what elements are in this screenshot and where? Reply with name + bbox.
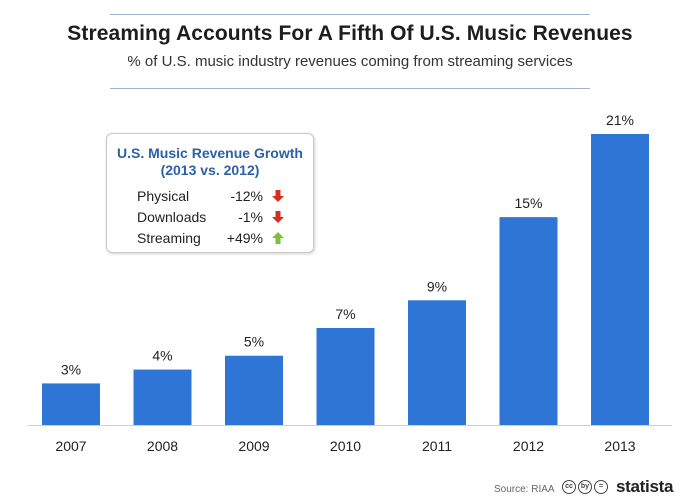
bar-2008 bbox=[133, 369, 192, 425]
chart-title: Streaming Accounts For A Fifth Of U.S. M… bbox=[67, 22, 633, 45]
header-rule bbox=[110, 88, 590, 89]
data-label-2009: 5% bbox=[244, 334, 264, 350]
infobox-row-label: Streaming bbox=[137, 230, 201, 246]
x-tick-label-2007: 2007 bbox=[55, 438, 86, 454]
x-tick-label-2010: 2010 bbox=[330, 438, 361, 454]
license-icons[interactable]: cc by = bbox=[562, 480, 608, 494]
bar-2013 bbox=[591, 134, 649, 425]
x-tick-label-2012: 2012 bbox=[513, 438, 544, 454]
statista-logo[interactable]: statista bbox=[616, 477, 674, 496]
bar-2011 bbox=[408, 300, 466, 425]
data-label-2010: 7% bbox=[335, 306, 355, 322]
infobox-row-value: +49% bbox=[226, 230, 263, 246]
bar-2012 bbox=[499, 217, 558, 425]
x-tick-label-2008: 2008 bbox=[147, 438, 178, 454]
bar-2009 bbox=[225, 355, 283, 425]
x-tick-label-2011: 2011 bbox=[422, 438, 452, 454]
infobox-row-downloads: Downloads -1% bbox=[137, 207, 297, 227]
infobox-title: U.S. Music Revenue Growth (2013 vs. 2012… bbox=[107, 145, 313, 179]
data-label-2008: 4% bbox=[152, 348, 172, 364]
x-tick-label-2013: 2013 bbox=[604, 438, 635, 454]
infobox-row-physical: Physical -12% bbox=[137, 186, 297, 206]
infobox-row-label: Downloads bbox=[137, 209, 207, 225]
arrow-down-icon bbox=[272, 190, 284, 202]
data-label-2013: 21% bbox=[606, 112, 634, 128]
arrow-up-icon bbox=[272, 232, 284, 244]
creative-commons-icon: cc bbox=[562, 480, 576, 494]
arrow-down-icon bbox=[272, 211, 284, 223]
infobox-title-line1: U.S. Music Revenue Growth bbox=[117, 145, 303, 161]
no-derivatives-icon: = bbox=[594, 480, 608, 494]
x-tick-label-2009: 2009 bbox=[238, 438, 269, 454]
bar-2007 bbox=[42, 383, 100, 425]
data-label-2012: 15% bbox=[514, 195, 542, 211]
source-note: Source: RIAA bbox=[494, 484, 555, 495]
data-label-2007: 3% bbox=[61, 361, 81, 377]
attribution-icon: by bbox=[578, 480, 592, 494]
infobox-row-value: -12% bbox=[230, 188, 263, 204]
bar-2010 bbox=[316, 328, 375, 425]
data-label-2011: 9% bbox=[427, 278, 447, 294]
revenue-growth-infobox: U.S. Music Revenue Growth (2013 vs. 2012… bbox=[106, 133, 314, 253]
infobox-row-value: -1% bbox=[238, 209, 263, 225]
top-rule bbox=[110, 14, 590, 15]
infobox-title-line2: (2013 vs. 2012) bbox=[160, 162, 260, 178]
infobox-row-streaming: Streaming +49% bbox=[137, 228, 297, 248]
infobox-row-label: Physical bbox=[137, 188, 190, 204]
chart-subtitle: % of U.S. music industry revenues coming… bbox=[127, 53, 573, 70]
